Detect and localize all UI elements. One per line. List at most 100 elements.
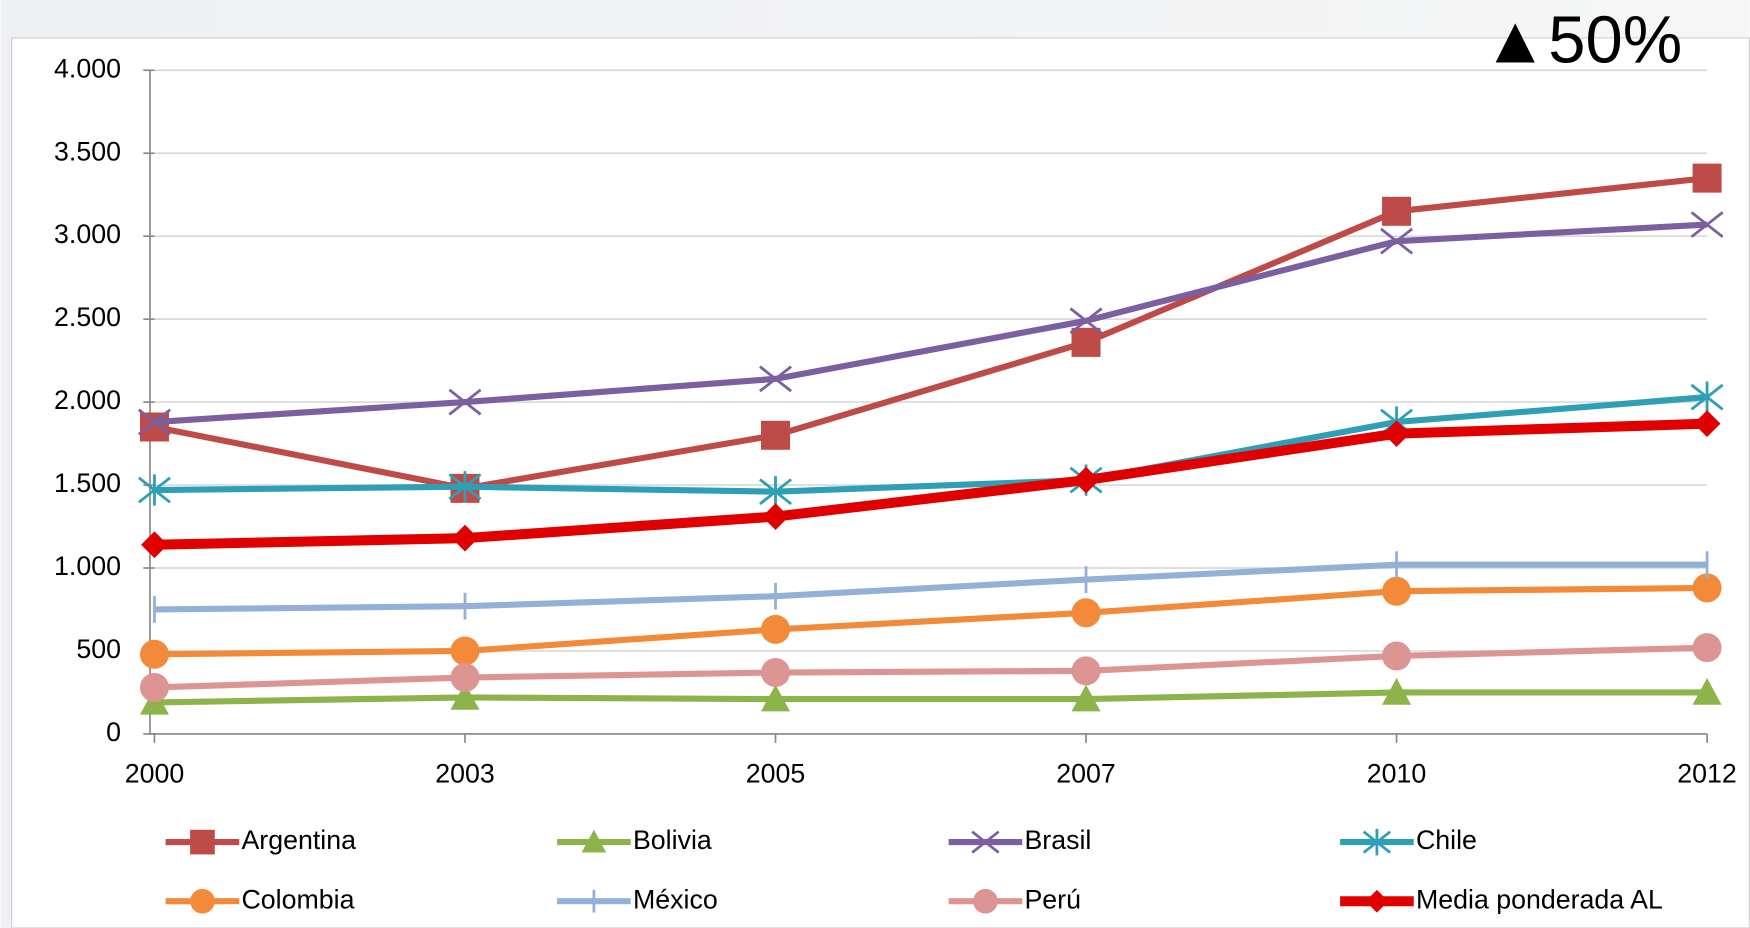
point-marker-part: [450, 663, 480, 693]
legend-label: Media ponderada AL: [1416, 884, 1663, 914]
legend-marker: [1365, 889, 1389, 913]
point-marker: [448, 471, 482, 503]
point-marker: [1071, 598, 1101, 628]
point-marker-part: [448, 471, 482, 503]
legend-label: Brasil: [1024, 825, 1091, 855]
legend-marker: [1362, 828, 1392, 856]
x-tick-label: 2007: [1056, 758, 1116, 788]
point-marker: [1692, 163, 1722, 193]
point-marker-part: [1690, 211, 1724, 238]
point-marker: [1692, 677, 1722, 705]
point-marker-part: [1071, 327, 1101, 357]
point-marker: [1382, 196, 1412, 226]
point-marker-part: [448, 388, 482, 416]
legend-label: Colombia: [241, 884, 354, 914]
point-marker: [1380, 227, 1414, 255]
legend-marker: [190, 888, 215, 914]
y-tick-label: 4.000: [54, 53, 121, 83]
point-marker-part: [1692, 163, 1722, 193]
point-marker: [1690, 381, 1724, 413]
point-marker: [139, 412, 169, 442]
point-marker-part: [759, 476, 792, 508]
y-tick-label: 500: [76, 634, 121, 664]
point-marker: [1692, 573, 1722, 603]
point-marker: [137, 408, 171, 436]
legend-marker: [973, 888, 998, 914]
point-marker: [761, 684, 791, 712]
point-marker: [139, 639, 169, 669]
legend-marker: [581, 829, 607, 853]
chart-area: [11, 37, 1750, 928]
point-marker: [1692, 633, 1722, 663]
series-line: [154, 584, 1708, 658]
series-line: [153, 175, 1708, 492]
point-marker-part: [139, 672, 169, 702]
point-marker-part: [1071, 598, 1101, 628]
legend-marker: [190, 829, 215, 855]
legend-label: Bolivia: [633, 825, 712, 855]
point-marker-part: [1380, 227, 1414, 255]
series-line: [154, 221, 1708, 426]
point-marker-part: [1692, 633, 1722, 663]
point-marker: [759, 476, 792, 508]
point-marker-part: [450, 636, 480, 666]
legend-marker-part: [973, 888, 998, 914]
point-marker: [1071, 684, 1101, 712]
point-marker: [1071, 656, 1101, 686]
point-marker-part: [761, 684, 791, 712]
point-marker: [1382, 677, 1412, 705]
y-tick-label: 3.000: [54, 219, 121, 249]
point-marker: [448, 388, 482, 416]
legend-label: Chile: [1416, 825, 1477, 855]
annotation: ▲50%: [1482, 2, 1682, 77]
series-line: [154, 394, 1708, 495]
point-marker: [761, 614, 791, 644]
point-marker-part: [1382, 576, 1412, 606]
point-marker-part: [450, 682, 480, 710]
legend-marker-part: [971, 830, 1000, 854]
point-marker: [1382, 641, 1412, 671]
legend-marker-part: [1362, 828, 1392, 856]
point-marker-part: [761, 658, 791, 688]
point-marker-part: [451, 524, 479, 552]
legend-marker: [971, 830, 1000, 854]
point-marker-part: [1382, 196, 1412, 226]
point-marker: [450, 663, 480, 693]
point-marker: [1383, 420, 1410, 448]
point-marker: [451, 524, 479, 552]
point-marker: [1069, 307, 1103, 335]
point-marker-part: [1692, 573, 1722, 603]
x-tick-label: 2003: [435, 758, 495, 788]
legend-marker-part: [1365, 889, 1389, 913]
point-marker: [141, 531, 168, 559]
point-marker-part: [1382, 677, 1412, 705]
series-line: [154, 561, 1708, 613]
plot: 0 500 1.000 1.500 2.000 2.500 3.000 3.500 4.000 2…: [54, 53, 1737, 914]
x-tick-label: 2012: [1677, 758, 1737, 788]
point-marker-part: [1069, 307, 1103, 335]
point-marker: [139, 672, 169, 702]
legend-marker-part: [190, 829, 215, 855]
point-marker: [762, 503, 789, 530]
point-marker-part: [1383, 420, 1410, 448]
point-marker: [1071, 327, 1101, 357]
point-marker: [450, 636, 480, 666]
point-marker-part: [1071, 656, 1101, 686]
legend-marker-part: [190, 888, 215, 914]
x-tick-label: 2010: [1367, 758, 1427, 788]
point-marker: [137, 474, 171, 506]
point-marker-part: [137, 408, 171, 436]
point-marker-part: [759, 365, 792, 393]
point-marker-part: [1071, 684, 1101, 712]
y-tick-label: 0: [106, 717, 121, 747]
point-marker: [1382, 576, 1412, 606]
legend-label: Perú: [1024, 884, 1081, 914]
point-marker: [759, 365, 792, 393]
series-line: [154, 689, 1708, 706]
point-marker-part: [139, 412, 169, 442]
legend-label: Argentina: [241, 825, 356, 855]
x-tick-label: 2000: [125, 758, 185, 788]
point-marker: [450, 682, 480, 710]
point-marker-part: [762, 503, 789, 530]
series-line: [154, 418, 1708, 550]
